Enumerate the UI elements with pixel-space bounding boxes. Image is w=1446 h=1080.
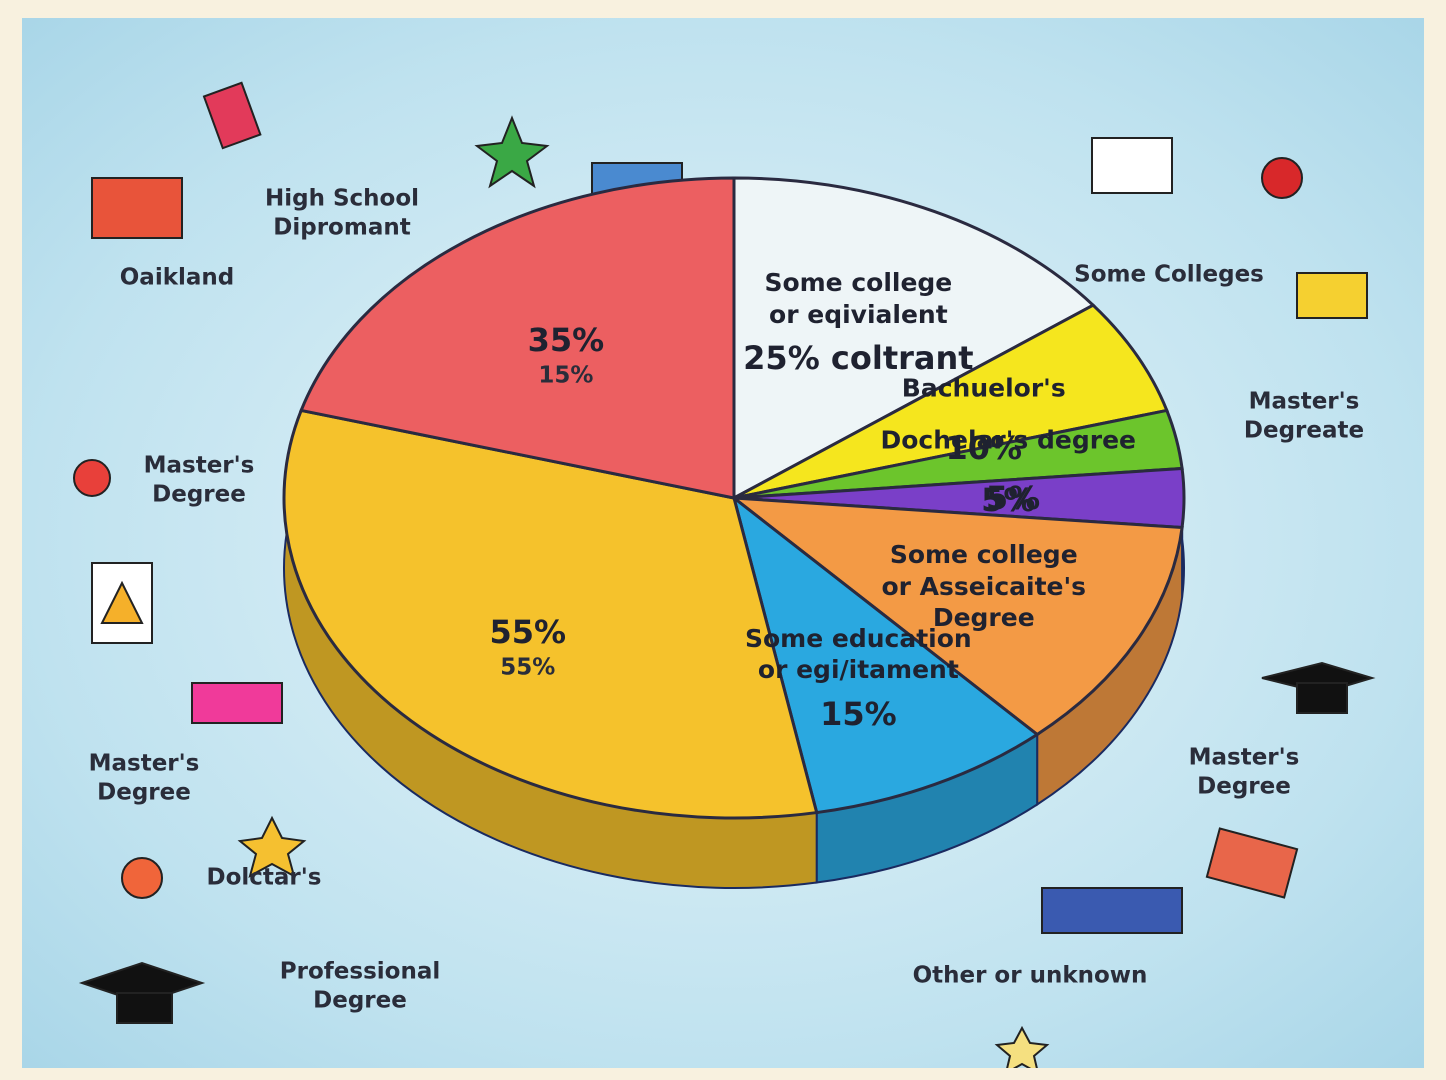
value-label: 35% <box>527 320 605 359</box>
annotation: Master's Degree <box>88 750 200 805</box>
annotation: 15% <box>538 362 594 389</box>
slice <box>732 176 1096 501</box>
cap-icon <box>1296 682 1348 714</box>
annotation: High School Dipromant <box>264 185 420 240</box>
star-icon <box>474 115 550 189</box>
illustration: Some college or eqivialent 25% coltrant Ba… <box>22 18 1424 1068</box>
annotation: Dolctar's <box>206 864 322 891</box>
slice-label: Some college or eqivialent <box>764 268 953 329</box>
apple-icon <box>121 857 163 899</box>
annotation: Some Colleges <box>1074 261 1264 288</box>
book-icon <box>1205 827 1299 899</box>
apple-icon <box>73 459 111 497</box>
value-label: 5% <box>985 479 1041 517</box>
slice <box>733 303 1169 500</box>
annotation: Professional Degree <box>279 958 441 1013</box>
apple-icon <box>1261 157 1303 199</box>
pie <box>282 176 1186 889</box>
book-icon <box>202 81 262 150</box>
slice-label: Some college or Asseicaite's Degree <box>881 540 1087 633</box>
value-label: 55% <box>489 612 567 651</box>
slice <box>729 496 1184 737</box>
annotation: 55% <box>500 654 556 681</box>
annotation: Master's Degreate <box>1243 388 1365 443</box>
slice-label: Some education or egi/itament <box>744 623 972 684</box>
book-icon <box>1091 137 1173 194</box>
cap-icon <box>116 992 173 1024</box>
value-label: 5% <box>981 480 1036 519</box>
annotation: Oaikland <box>119 264 235 291</box>
books-icon <box>1041 887 1183 934</box>
book-icon <box>91 177 183 239</box>
slice <box>731 494 1040 815</box>
slice <box>282 408 819 820</box>
annotation: Master's Degree <box>143 452 255 507</box>
value-label: 10% <box>945 428 1023 467</box>
star-icon <box>237 815 307 879</box>
slice <box>299 176 736 500</box>
value-label: 25% coltrant <box>743 339 974 378</box>
slice-label: Dochelar's degree <box>880 424 1136 454</box>
star-icon <box>994 1025 1050 1068</box>
slice-label: Bachuelor's <box>901 372 1066 402</box>
annotation: Master's Degree <box>1188 744 1300 799</box>
value-label: 15% <box>820 694 897 733</box>
book-icon <box>1296 272 1368 319</box>
card-icon <box>100 580 144 624</box>
chart <box>73 81 1376 1068</box>
book-icon <box>191 682 283 724</box>
annotation: Other or unknown <box>912 962 1148 989</box>
